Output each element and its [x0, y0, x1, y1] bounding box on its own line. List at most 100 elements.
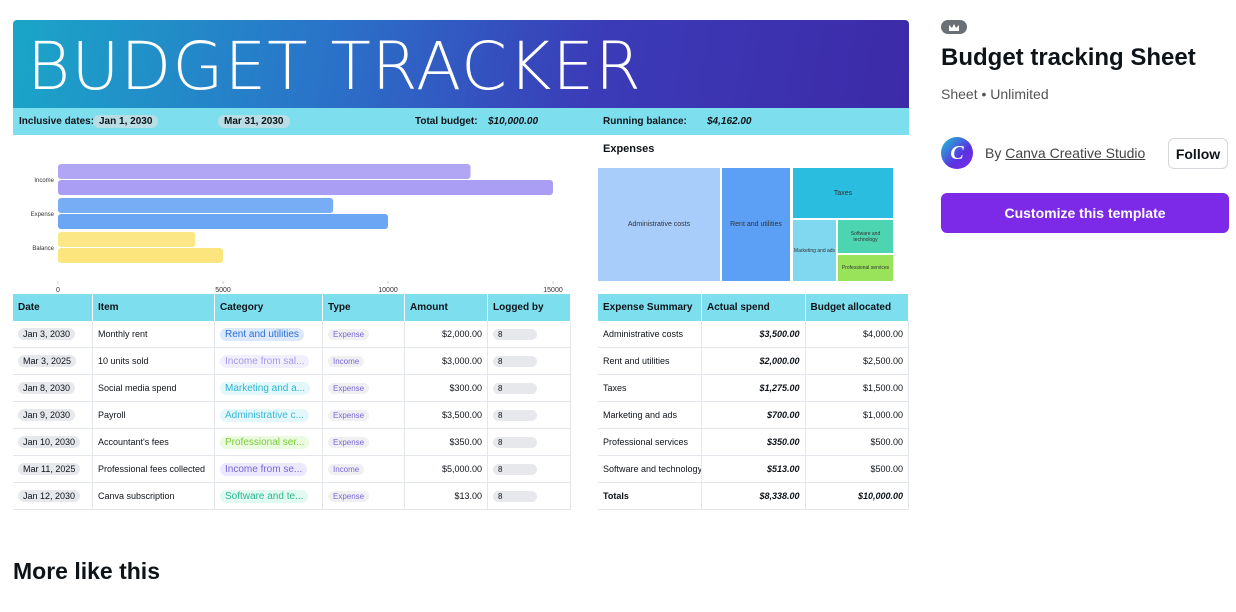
cell-text: Payroll: [98, 410, 126, 420]
table-cell: Professional fees collected: [92, 455, 215, 483]
cell-text: Software and technology: [603, 464, 702, 474]
table-cell: Expense: [322, 401, 405, 429]
cell-text: Professional services: [603, 437, 689, 447]
date-chip: Mar 3, 2025: [18, 355, 77, 367]
amount: $300.00: [449, 383, 482, 393]
table-cell: Administrative costs: [598, 321, 702, 348]
table-cell: Jan 12, 2030: [13, 482, 93, 510]
table-row: Mar 3, 2025 10 units sold Income from sal.…: [13, 347, 571, 375]
table-row: Taxes $1,275.00 $1,500.00: [598, 374, 909, 402]
header-row: Date Item Category Type Amount Logged by: [13, 294, 571, 321]
column-header: Date: [13, 294, 93, 321]
amount: $350.00: [449, 437, 482, 447]
table-cell: 8: [487, 482, 571, 510]
table-cell: $350.00: [701, 428, 806, 456]
cell-text: Monthly rent: [98, 329, 148, 339]
customize-button[interactable]: Customize this template: [941, 193, 1229, 233]
table-cell: $2,000.00: [404, 321, 488, 348]
y-tick-label: Balance: [32, 246, 54, 252]
cell-text: Rent and utilities: [603, 356, 670, 366]
table-cell: Professional ser...: [214, 428, 323, 456]
cell-text: Social media spend: [98, 383, 177, 393]
table-cell: Expense: [322, 428, 405, 456]
table-row: Mar 11, 2025 Professional fees collected I…: [13, 455, 571, 483]
category-chip: Marketing and a...: [220, 381, 311, 395]
table-cell: 10 units sold: [92, 347, 215, 375]
column-header: Logged by: [487, 294, 571, 321]
type-chip: Expense: [328, 382, 370, 394]
category-chip: Rent and utilities: [220, 327, 304, 341]
info-bar: Inclusive dates: Jan 1, 2030 Mar 31, 203…: [13, 108, 909, 135]
category-chip: Professional ser...: [220, 435, 310, 449]
table-cell: Expense: [322, 482, 405, 510]
cell-text: $10,000.00: [857, 491, 903, 501]
type-chip: Expense: [328, 409, 370, 421]
column-header: Actual spend: [701, 294, 806, 321]
treemap-cell: Administrative costs: [598, 168, 720, 281]
type-chip: Expense: [328, 436, 370, 448]
banner: BUDGET TRACKER: [13, 20, 909, 108]
bar: [58, 214, 388, 229]
table-row: Jan 8, 2030 Social media spend Marketing a…: [13, 374, 571, 402]
table-cell: Income from sal...: [214, 347, 323, 375]
cell-text: $2,000.00: [759, 356, 800, 366]
date-chip: Jan 12, 2030: [18, 490, 81, 502]
date-chip: Jan 8, 2030: [18, 382, 76, 394]
author-avatar[interactable]: C: [941, 137, 973, 169]
table-cell: $4,000.00: [805, 321, 909, 348]
table-cell: Marketing and ads: [598, 401, 702, 429]
table-cell: $500.00: [805, 455, 909, 483]
cell-text: $8,338.00: [759, 491, 800, 501]
table-cell: Canva subscription: [92, 482, 215, 510]
table-cell: Professional services: [598, 428, 702, 456]
table-cell: 8: [487, 455, 571, 483]
table-cell: 8: [487, 321, 571, 348]
date-chip: Jan 9, 2030: [18, 409, 76, 421]
cell-text: Professional fees collected: [98, 464, 206, 474]
type-chip: Expense: [328, 490, 370, 502]
cell-text: Accountant's fees: [98, 437, 169, 447]
user-chip: 8: [493, 355, 537, 367]
cell-text: Administrative costs: [603, 329, 684, 339]
table-cell: $2,000.00: [701, 347, 806, 375]
cell-text: Canva subscription: [98, 491, 175, 501]
user-chip: 8: [493, 409, 537, 421]
date-chip: Mar 11, 2025: [18, 463, 81, 475]
follow-button[interactable]: Follow: [1168, 138, 1228, 169]
author-link[interactable]: Canva Creative Studio: [1005, 145, 1146, 161]
table-cell: $1,275.00: [701, 374, 806, 402]
table-cell: Marketing and a...: [214, 374, 323, 402]
table-cell: Taxes: [598, 374, 702, 402]
treemap-cell: Taxes: [793, 168, 893, 218]
cell-text: $2,500.00: [862, 356, 903, 366]
bar: [58, 232, 196, 247]
budget-label: Total budget:: [415, 116, 478, 127]
table-cell: Administrative c...: [214, 401, 323, 429]
table-cell: Jan 8, 2030: [13, 374, 93, 402]
amount: $2,000.00: [441, 329, 482, 339]
column-header: Item: [92, 294, 215, 321]
table-cell: $3,500.00: [701, 321, 806, 348]
user-chip: 8: [493, 463, 537, 475]
x-tick-label: 10000: [378, 287, 398, 294]
table-row: Rent and utilities $2,000.00 $2,500.00: [598, 347, 909, 375]
cell-text: $1,500.00: [862, 383, 903, 393]
amount: $3,000.00: [441, 356, 482, 366]
column-header: Category: [214, 294, 323, 321]
table-cell: Totals: [598, 482, 702, 510]
cell-text: $1,275.00: [759, 383, 800, 393]
x-tick-label: 0: [56, 287, 60, 294]
table-row: Jan 9, 2030 Payroll Administrative c... Exp…: [13, 401, 571, 429]
cell-text: 10 units sold: [98, 356, 149, 366]
amount: $13.00: [454, 491, 482, 501]
category-chip: Administrative c...: [220, 408, 309, 422]
bar: [58, 198, 334, 213]
amount: $5,000.00: [441, 464, 482, 474]
date-chip: Jan 3, 2030: [18, 328, 76, 340]
treemap-cell: Marketing and ads: [793, 220, 836, 281]
table-cell: Jan 10, 2030: [13, 428, 93, 456]
bar-chart: 0 5000 10000 15000 Income Expense Balance: [31, 164, 563, 294]
table-cell: $5,000.00: [404, 455, 488, 483]
date-chip: Jan 10, 2030: [18, 436, 81, 448]
template-preview[interactable]: BUDGET TRACKER Inclusive dates: Jan 1, 2…: [13, 20, 909, 522]
